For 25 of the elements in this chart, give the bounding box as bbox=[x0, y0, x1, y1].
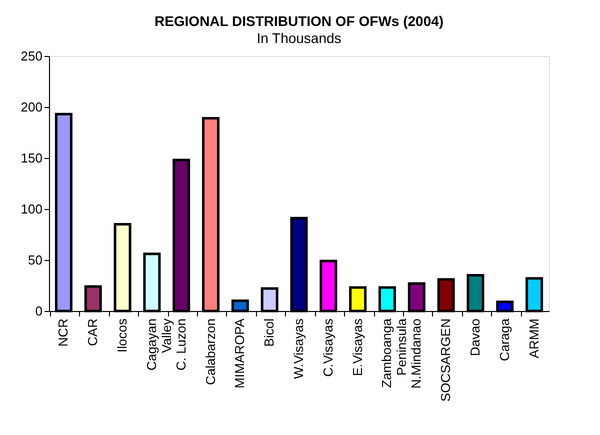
x-tick-label: ARMM bbox=[526, 318, 542, 358]
x-tick-label: C. Luzon bbox=[173, 318, 188, 371]
y-tick-label: 250 bbox=[20, 48, 42, 64]
y-tick-label: 150 bbox=[20, 150, 42, 166]
y-tick-label: 0 bbox=[35, 304, 42, 318]
x-tick-label: Cagayan Valley bbox=[144, 318, 174, 371]
x-tick-label: Ilocos bbox=[114, 318, 130, 352]
x-tick-label: C.Visayas bbox=[320, 318, 336, 377]
x-tick-label: Bicol bbox=[262, 318, 277, 347]
x-tick-label: Zamboanga Peninsula bbox=[379, 318, 410, 388]
y-tick-label: 200 bbox=[20, 100, 42, 114]
x-tick-label: Davao bbox=[467, 318, 482, 356]
x-tick-label: CAR bbox=[85, 318, 100, 346]
x-tick-label: MIMAROPA bbox=[232, 318, 248, 388]
chart-subtitle: In Thousands bbox=[256, 30, 342, 46]
x-tick-label: SOCSARGEN bbox=[438, 318, 454, 402]
y-tick-label: 50 bbox=[28, 252, 42, 268]
x-tick-label: Caraga bbox=[496, 318, 512, 362]
x-tick-label: W.Visayas bbox=[291, 318, 306, 379]
chart-title: REGIONAL DISTRIBUTION OF OFWs (2004) bbox=[154, 13, 444, 29]
x-tick-label: Calabarzon bbox=[202, 318, 218, 385]
x-tick-label: NCR bbox=[56, 318, 71, 347]
x-tick-label: E.Visayas bbox=[350, 318, 365, 376]
y-tick-label: 100 bbox=[20, 202, 42, 216]
x-tick-label: N.Mindanao bbox=[408, 318, 424, 389]
